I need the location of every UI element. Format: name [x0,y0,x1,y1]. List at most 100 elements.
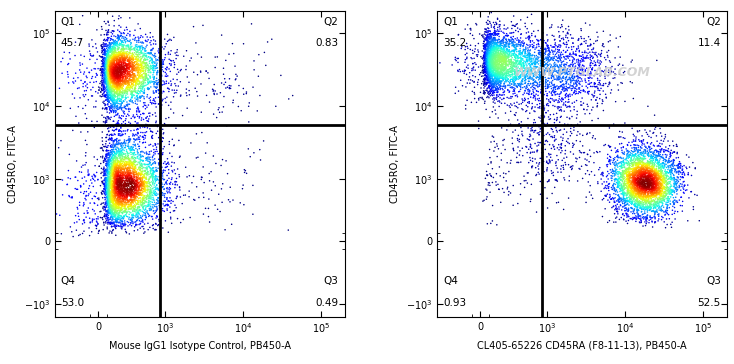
Point [618,189,630,195]
Point [115,146,127,151]
Point [583,75,595,81]
Point [509,112,520,118]
Point [490,62,501,68]
Point [635,200,647,206]
Point [509,36,521,41]
Point [627,190,639,195]
Point [102,102,114,108]
Point [101,119,112,125]
Point [466,56,478,62]
Point [103,64,115,70]
Point [102,50,114,56]
Point [543,157,555,163]
Point [615,164,627,170]
Point [120,54,131,60]
Point [504,38,516,44]
Point [623,154,635,160]
Point [103,62,115,67]
Point [644,157,655,162]
Point [530,59,542,64]
Point [106,73,117,79]
Point [498,58,509,64]
Point [553,91,565,97]
Point [106,73,118,79]
Point [109,39,121,45]
Point [98,213,110,218]
Point [672,187,683,193]
Point [112,47,123,53]
Point [132,172,144,178]
Point [129,27,141,33]
Point [115,180,127,186]
Point [113,163,125,169]
Point [619,182,631,188]
Point [111,79,123,84]
Point [659,163,671,169]
Point [117,172,129,178]
Point [646,192,658,198]
Point [640,185,652,191]
Point [97,206,109,211]
Point [636,190,647,196]
Point [648,181,660,187]
Point [105,219,117,225]
Point [153,162,164,168]
Point [542,83,554,89]
Point [623,171,635,177]
Point [101,64,112,70]
Point [639,189,651,195]
Point [113,165,125,171]
Point [103,63,115,69]
Point [649,193,661,199]
Point [629,179,641,185]
Point [498,81,510,87]
Point [112,83,123,88]
Point [123,62,135,68]
Point [492,85,504,91]
Point [639,185,650,191]
Point [636,164,647,170]
Point [134,46,145,52]
Point [597,28,609,34]
Point [484,182,495,188]
Point [103,57,115,63]
Point [129,77,141,83]
Point [107,83,119,88]
Point [621,183,633,189]
Point [654,198,666,204]
Point [125,195,137,201]
Point [493,70,504,75]
Point [124,181,136,187]
Point [562,99,574,105]
Point [127,184,139,190]
Point [647,192,659,198]
Point [567,151,579,157]
Point [489,72,501,78]
Point [484,63,495,69]
Point [527,60,539,66]
Point [108,223,120,229]
Point [636,185,647,191]
Point [546,134,558,139]
Point [556,76,567,82]
Point [497,70,509,76]
Point [487,43,499,48]
Point [492,43,504,48]
Point [617,165,628,170]
Point [133,187,145,193]
Point [525,47,537,53]
Point [641,194,653,199]
Point [645,169,657,175]
Point [123,137,134,143]
Point [148,70,159,76]
Point [550,118,562,123]
Point [614,164,626,170]
Point [79,111,91,117]
Point [161,67,172,73]
Point [109,178,121,184]
Point [479,64,490,70]
Point [105,206,117,212]
Point [98,69,110,75]
Point [147,60,159,66]
Point [492,67,504,72]
